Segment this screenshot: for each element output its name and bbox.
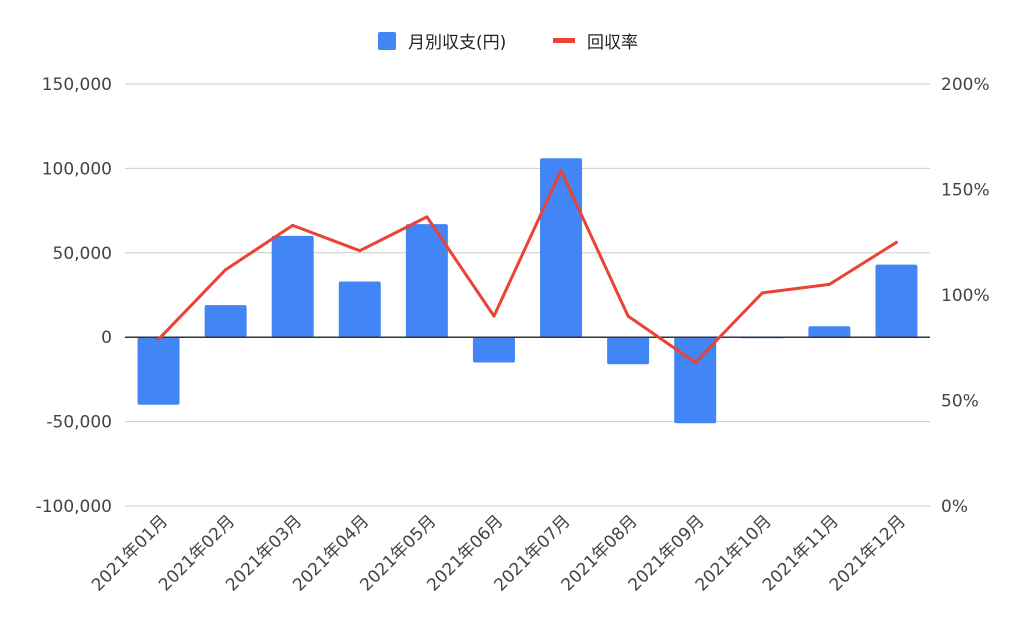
legend-bar-swatch — [378, 32, 396, 50]
line-point — [760, 291, 764, 295]
right-tick-label: 100% — [941, 286, 990, 306]
legend-bar-label: 月別収支(円) — [408, 33, 506, 53]
bar — [405, 224, 448, 338]
right-tick-label: 150% — [941, 181, 990, 201]
bar — [808, 326, 851, 338]
bar — [472, 337, 515, 363]
line-point — [693, 361, 697, 365]
bar — [674, 337, 717, 424]
line-point — [224, 268, 228, 272]
left-tick-label: 50,000 — [53, 244, 112, 264]
recovery-rate-line — [157, 169, 898, 364]
line-point — [425, 215, 429, 219]
right-tick-label: 0% — [941, 497, 968, 517]
right-axis: 200% 150% 100% 50% 0% — [941, 75, 990, 517]
line-series — [157, 169, 898, 365]
bar — [875, 264, 918, 338]
gridlines — [125, 83, 930, 507]
left-axis: 150,000 100,000 50,000 0 -50,000 -100,000 — [36, 75, 112, 517]
legend-line-label: 回収率 — [587, 33, 638, 53]
left-tick-label: -100,000 — [36, 497, 112, 517]
legend: 月別収支(円) 回収率 — [378, 32, 638, 53]
line-point — [894, 240, 898, 244]
bar — [137, 337, 180, 405]
line-point — [827, 282, 831, 286]
line-point — [559, 169, 563, 173]
bar — [271, 235, 314, 338]
bar — [540, 158, 583, 338]
legend-line-swatch — [553, 38, 575, 43]
bar-series — [137, 158, 918, 424]
bar — [204, 305, 247, 338]
bar — [607, 337, 650, 365]
line-point — [626, 314, 630, 318]
left-tick-label: 100,000 — [42, 159, 112, 179]
left-tick-label: 0 — [101, 328, 112, 348]
bar — [338, 281, 381, 338]
line-point — [492, 314, 496, 318]
right-tick-label: 200% — [941, 75, 990, 95]
line-point — [157, 337, 161, 341]
x-axis: 2021年01月2021年02月2021年03月2021年04月2021年05月… — [88, 511, 910, 595]
left-tick-label: 150,000 — [42, 75, 112, 95]
line-point — [291, 223, 295, 227]
line-point — [358, 249, 362, 253]
left-tick-label: -50,000 — [46, 413, 112, 433]
right-tick-label: 50% — [941, 392, 979, 412]
